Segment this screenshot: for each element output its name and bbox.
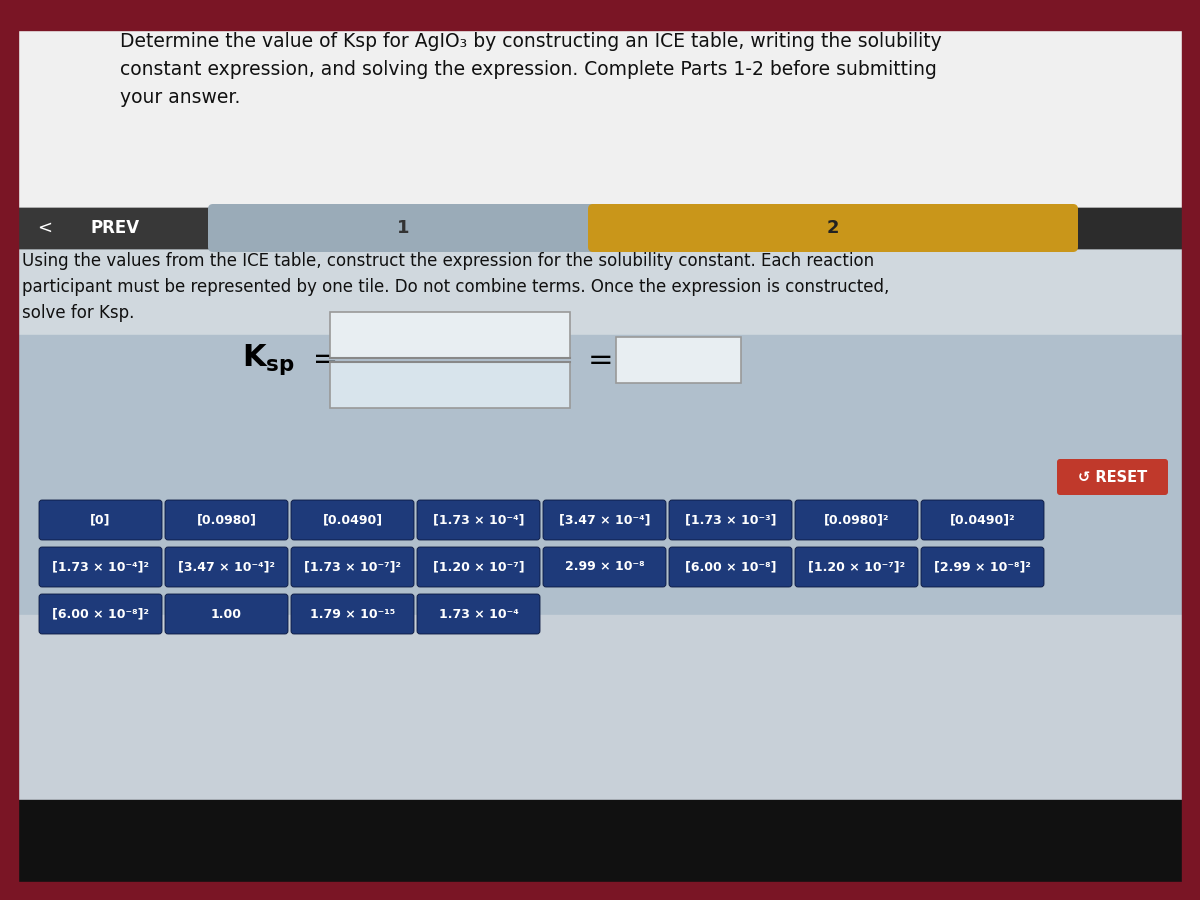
Bar [0, 800, 1200, 900]
FancyBboxPatch shape [796, 500, 918, 540]
Text: 1.00: 1.00 [211, 608, 242, 620]
Text: 2: 2 [827, 219, 839, 237]
FancyBboxPatch shape [922, 500, 1044, 540]
FancyBboxPatch shape [166, 594, 288, 634]
Text: $\mathbf{K_{sp}}$: $\mathbf{K_{sp}}$ [242, 343, 295, 377]
Text: constant expression, and solving the expression. Complete Parts 1-2 before submi: constant expression, and solving the exp… [120, 60, 937, 79]
Text: your answer.: your answer. [120, 88, 240, 107]
Bar [1182, 0, 1200, 900]
FancyBboxPatch shape [292, 500, 414, 540]
Text: [0.0490]: [0.0490] [323, 514, 383, 526]
Text: 2.99 × 10⁻⁸: 2.99 × 10⁻⁸ [565, 561, 644, 573]
Text: [1.73 × 10⁻⁴]²: [1.73 × 10⁻⁴]² [52, 561, 149, 573]
Text: [2.99 × 10⁻⁸]²: [2.99 × 10⁻⁸]² [934, 561, 1031, 573]
FancyBboxPatch shape [418, 594, 540, 634]
FancyBboxPatch shape [292, 594, 414, 634]
Text: [0]: [0] [90, 514, 110, 526]
FancyBboxPatch shape [38, 594, 162, 634]
FancyBboxPatch shape [292, 547, 414, 587]
FancyBboxPatch shape [418, 500, 540, 540]
Bar [0, 335, 1200, 715]
Text: [6.00 × 10⁻⁸]²: [6.00 × 10⁻⁸]² [52, 608, 149, 620]
FancyBboxPatch shape [588, 204, 1078, 252]
FancyBboxPatch shape [38, 547, 162, 587]
FancyBboxPatch shape [542, 547, 666, 587]
Bar [0, 248, 1200, 520]
FancyBboxPatch shape [796, 547, 918, 587]
FancyBboxPatch shape [922, 547, 1044, 587]
Text: 1: 1 [397, 219, 409, 237]
Text: [6.00 × 10⁻⁸]: [6.00 × 10⁻⁸] [685, 561, 776, 573]
FancyBboxPatch shape [616, 337, 742, 383]
FancyBboxPatch shape [166, 500, 288, 540]
FancyBboxPatch shape [670, 500, 792, 540]
Text: 1.73 × 10⁻⁴: 1.73 × 10⁻⁴ [439, 608, 518, 620]
Text: [3.47 × 10⁻⁴]: [3.47 × 10⁻⁴] [559, 514, 650, 526]
Bar [0, 0, 18, 900]
Bar [0, 0, 1200, 210]
Text: =: = [588, 346, 613, 374]
FancyBboxPatch shape [418, 547, 540, 587]
Bar [1073, 208, 1182, 248]
Bar [0, 882, 1200, 900]
Text: [0.0980]²: [0.0980]² [823, 514, 889, 526]
FancyBboxPatch shape [670, 547, 792, 587]
FancyBboxPatch shape [542, 500, 666, 540]
FancyBboxPatch shape [330, 362, 570, 408]
Bar [0, 615, 1200, 800]
Text: =: = [302, 346, 338, 374]
FancyBboxPatch shape [330, 312, 570, 358]
Text: Using the values from the ICE table, construct the expression for the solubility: Using the values from the ICE table, con… [22, 252, 874, 270]
Text: [1.73 × 10⁻³]: [1.73 × 10⁻³] [685, 514, 776, 526]
Text: [1.20 × 10⁻⁷]²: [1.20 × 10⁻⁷]² [808, 561, 905, 573]
Text: participant must be represented by one tile. Do not combine terms. Once the expr: participant must be represented by one t… [22, 278, 889, 296]
Text: Determine the value of Ksp for AgIO₃ by constructing an ICE table, writing the s: Determine the value of Ksp for AgIO₃ by … [120, 32, 942, 51]
FancyBboxPatch shape [208, 204, 598, 252]
Text: [1.73 × 10⁻⁷]²: [1.73 × 10⁻⁷]² [304, 561, 401, 573]
Text: ↺ RESET: ↺ RESET [1078, 470, 1147, 484]
FancyBboxPatch shape [38, 500, 162, 540]
Text: [1.20 × 10⁻⁷]: [1.20 × 10⁻⁷] [433, 561, 524, 573]
Text: 1.79 × 10⁻¹⁵: 1.79 × 10⁻¹⁵ [310, 608, 395, 620]
Text: <: < [37, 219, 53, 237]
Text: [0.0980]: [0.0980] [197, 514, 257, 526]
Text: [0.0490]²: [0.0490]² [949, 514, 1015, 526]
Bar [0, 0, 1200, 30]
Bar [18, 208, 214, 248]
FancyBboxPatch shape [166, 547, 288, 587]
Text: PREV: PREV [90, 219, 139, 237]
Bar [0, 208, 1200, 248]
Text: [3.47 × 10⁻⁴]²: [3.47 × 10⁻⁴]² [178, 561, 275, 573]
Text: solve for Ksp.: solve for Ksp. [22, 304, 134, 322]
FancyBboxPatch shape [1057, 459, 1168, 495]
Text: [1.73 × 10⁻⁴]: [1.73 × 10⁻⁴] [433, 514, 524, 526]
